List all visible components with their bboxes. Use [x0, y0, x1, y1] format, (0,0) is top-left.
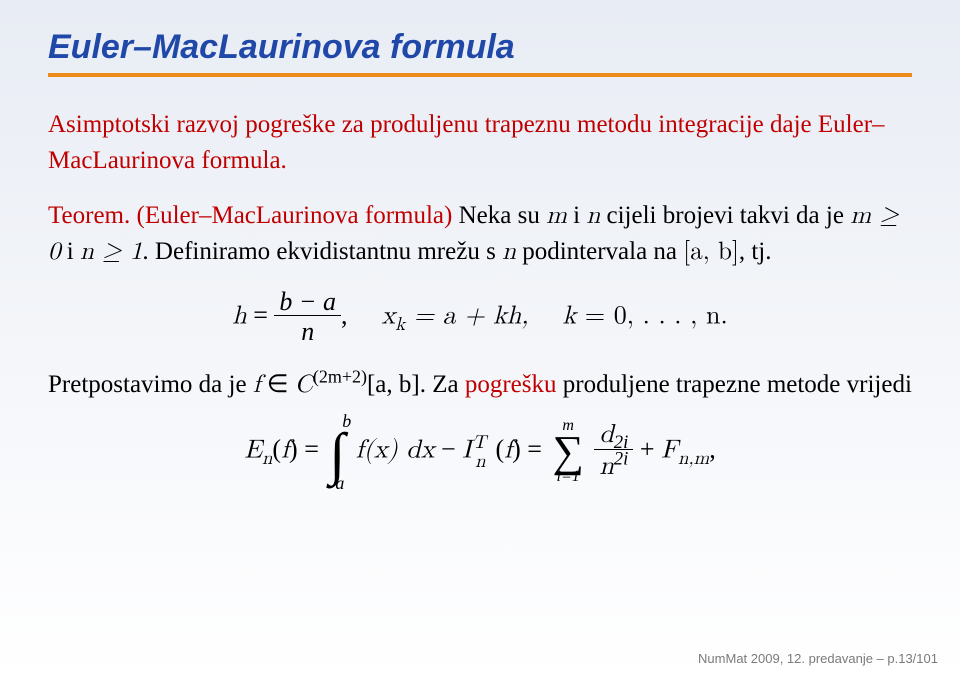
eq2-fclose2: ) = [512, 434, 548, 463]
eq1-k: k [563, 304, 577, 330]
eq2-fclose: ) = [289, 434, 325, 463]
eq2-F: F [661, 437, 678, 463]
sum-icon: ∑ [552, 434, 583, 469]
eq2-I: I [462, 437, 471, 463]
integral-icon: ∫ [329, 431, 345, 477]
equation-1: h = b − an,xk = a + kh,k = 0, . . . , n. [48, 288, 912, 347]
eq1-num: b − a [274, 288, 341, 316]
eq2-frac-num: d2i [594, 420, 633, 450]
p2-t4: cijeli brojevi takvi da je [600, 202, 850, 229]
p3-C: C [295, 372, 313, 397]
eq1-eq: = [247, 301, 275, 330]
eq2-fopen2: ( [495, 434, 504, 463]
eq1-range: = 0, . . . , n. [576, 304, 727, 330]
eq1-den: n [274, 316, 341, 347]
eq1-frac: b − an [274, 288, 341, 347]
p3-t2: . Za [420, 371, 465, 398]
eq1-ksub: k [395, 315, 405, 334]
paragraph-2: Teorem. (Euler–MacLaurinova formula) Nek… [48, 198, 912, 271]
p1-text3: . [281, 147, 287, 174]
eq2-IT: T [473, 433, 487, 452]
eq2-In: n [475, 452, 485, 471]
p3-exp: (2m+2) [313, 367, 367, 387]
var-m: m [546, 203, 567, 228]
eq2-f: f [281, 437, 289, 463]
eq2-Fsub: n,m [678, 448, 709, 467]
p3-in: ∈ [260, 371, 294, 398]
eq1-comma: , [341, 301, 348, 330]
eq2-En: n [262, 448, 272, 467]
eq2-integrand: f(x) dx [356, 437, 435, 463]
equation-2: En(f) = b ∫ a f(x) dx − ITn(f) = m ∑ i=1… [48, 418, 912, 485]
p2-t2: Neka su [459, 202, 546, 229]
p2-t5: . Definiramo ekvidistantnu mrežu s [142, 238, 502, 265]
theorem-name: (Euler–MacLaurinova formula) [130, 202, 458, 229]
p3-error-word: pogrešku [465, 371, 557, 398]
eq2-nden: n [599, 454, 613, 480]
p2-t3: i [567, 202, 586, 229]
interval-ab: [a, b] [683, 239, 739, 264]
eq2-plus: + [633, 434, 661, 463]
eq2-minus: − [435, 434, 463, 463]
eq2-E: E [244, 437, 262, 463]
p3-interval: [a, b] [367, 371, 420, 398]
eq2-int-a: a [335, 473, 344, 494]
eq2-nsup: 2i [614, 448, 629, 469]
eq2-sum-bot: i=1 [552, 469, 583, 485]
eq2-f2: f [504, 437, 512, 463]
slide-footer: NumMat 2009, 12. predavanje – p.13/101 [698, 651, 938, 666]
paragraph-3: Pretpostavimo da je f ∈ C(2m+2)[a, b]. Z… [48, 367, 912, 403]
p2-t7: , tj. [739, 238, 772, 265]
var-n: n [586, 203, 600, 228]
cond-n: n ≥ 1 [80, 239, 142, 264]
p1-text1: Asimptotski razvoj pogreške za produljen… [48, 111, 818, 138]
p2-t6: podintervala na [516, 238, 683, 265]
p3-t1: Pretpostavimo da je [48, 371, 253, 398]
eq2-frac: d2i n2i [594, 420, 633, 483]
eq1-xk: x [381, 304, 395, 330]
eq2-fopen: ( [272, 434, 281, 463]
eq2-frac-den: n2i [594, 450, 633, 483]
p2-t4b: i [61, 238, 80, 265]
title-rule [48, 73, 912, 77]
theorem-label: Teorem. [48, 202, 130, 229]
eq2-end: , [709, 434, 716, 463]
eq2-integral: b ∫ a [329, 427, 345, 476]
eq1-h: h [232, 304, 246, 330]
eq1-eq2: = a + kh, [405, 304, 528, 330]
paragraph-1: Asimptotski razvoj pogreške za produljen… [48, 107, 912, 180]
eq2-sum: m ∑ i=1 [552, 418, 583, 485]
var-n2: n [502, 239, 516, 264]
p3-t4: produljene trapezne metode vrijedi [557, 371, 912, 398]
eq2-d: d [599, 422, 613, 448]
slide-title: Euler–MacLaurinova formula [48, 28, 912, 67]
